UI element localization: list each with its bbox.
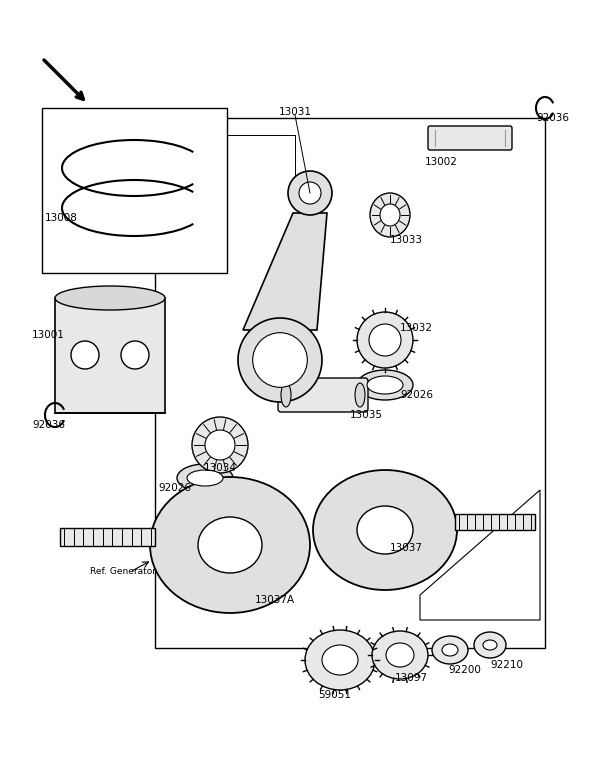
Text: 13033: 13033 (390, 235, 423, 245)
Ellipse shape (313, 470, 457, 590)
Ellipse shape (198, 517, 262, 573)
Text: 13034: 13034 (203, 463, 236, 473)
Ellipse shape (253, 333, 307, 387)
Ellipse shape (281, 383, 291, 407)
Text: 13037: 13037 (390, 543, 423, 553)
Bar (60, 528, 155, 546)
Text: 92026: 92026 (400, 390, 433, 400)
Ellipse shape (192, 417, 248, 473)
Bar (42, 108, 227, 273)
Text: 13002: 13002 (425, 157, 458, 167)
Text: 92026: 92026 (158, 483, 191, 493)
Bar (455, 514, 535, 530)
Ellipse shape (369, 324, 401, 356)
Text: 92036: 92036 (32, 420, 65, 430)
Ellipse shape (177, 464, 233, 492)
Ellipse shape (205, 430, 235, 460)
Ellipse shape (483, 640, 497, 650)
Text: Ref. Generator: Ref. Generator (90, 567, 156, 576)
Bar (55, 298, 165, 413)
Text: 13008: 13008 (45, 213, 78, 223)
Ellipse shape (288, 171, 332, 215)
Text: 92210: 92210 (490, 660, 523, 670)
Text: 92200: 92200 (448, 665, 481, 675)
Text: 92036: 92036 (536, 113, 569, 123)
Text: PartsRepublik: PartsRepublik (152, 292, 468, 468)
Ellipse shape (357, 370, 413, 400)
Ellipse shape (355, 383, 365, 407)
Ellipse shape (432, 636, 468, 664)
FancyBboxPatch shape (278, 378, 368, 412)
Ellipse shape (474, 632, 506, 658)
Ellipse shape (380, 204, 400, 226)
Ellipse shape (367, 376, 403, 394)
Text: 13035: 13035 (350, 410, 383, 420)
Ellipse shape (305, 630, 375, 690)
Text: 59051: 59051 (319, 690, 352, 700)
Ellipse shape (357, 506, 413, 554)
Ellipse shape (121, 341, 149, 369)
Text: 13097: 13097 (395, 673, 428, 683)
Polygon shape (243, 213, 327, 330)
Ellipse shape (150, 477, 310, 613)
Text: 13037A: 13037A (255, 595, 295, 605)
Ellipse shape (370, 193, 410, 237)
Bar (155, 118, 545, 648)
Ellipse shape (55, 286, 165, 310)
Ellipse shape (322, 645, 358, 675)
Ellipse shape (71, 341, 99, 369)
Ellipse shape (386, 643, 414, 667)
Ellipse shape (357, 312, 413, 368)
Ellipse shape (238, 318, 322, 402)
Ellipse shape (442, 644, 458, 656)
Ellipse shape (187, 470, 223, 486)
Text: 13001: 13001 (32, 330, 65, 340)
Ellipse shape (372, 631, 428, 679)
Text: 13031: 13031 (278, 107, 311, 117)
FancyBboxPatch shape (428, 126, 512, 150)
Ellipse shape (299, 182, 321, 204)
Text: 13032: 13032 (400, 323, 433, 333)
